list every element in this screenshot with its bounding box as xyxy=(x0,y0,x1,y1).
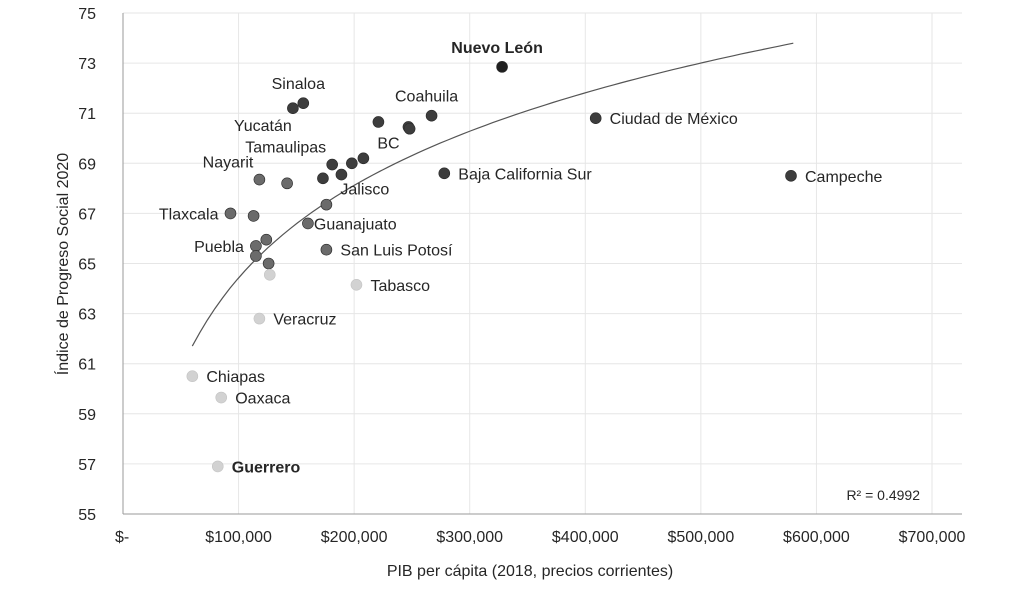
x-tick-label: $100,000 xyxy=(205,529,272,546)
data-point xyxy=(260,233,273,246)
point-label: Guerrero xyxy=(232,459,301,476)
point-label: Coahuila xyxy=(395,89,458,106)
x-tick-label: $500,000 xyxy=(667,529,734,546)
data-point xyxy=(253,173,266,186)
y-tick-label: 75 xyxy=(78,6,96,23)
point-label: Tabasco xyxy=(370,278,430,295)
data-point xyxy=(250,250,262,262)
point-label: San Luis Potosí xyxy=(340,243,453,260)
data-point xyxy=(281,177,293,190)
gridlines xyxy=(123,12,962,514)
data-point xyxy=(346,157,358,170)
data-point xyxy=(438,167,451,180)
axes xyxy=(122,13,962,515)
point-label: Campeche xyxy=(805,169,882,186)
data-point xyxy=(297,97,310,109)
y-tick-label: 73 xyxy=(78,56,96,73)
data-point xyxy=(224,207,237,220)
data-point xyxy=(186,370,199,383)
point-label: BC xyxy=(377,135,399,152)
data-point xyxy=(335,168,348,181)
data-points xyxy=(186,61,797,473)
point-label: Nayarit xyxy=(203,155,254,172)
y-tick-label: 63 xyxy=(78,307,96,324)
data-point xyxy=(326,158,338,171)
data-point xyxy=(403,122,416,135)
point-label: Veracruz xyxy=(273,312,336,329)
data-point xyxy=(357,152,370,165)
x-tick-label: $400,000 xyxy=(552,529,619,546)
data-point xyxy=(262,257,275,270)
y-tick-label: 57 xyxy=(78,457,96,474)
point-label: Puebla xyxy=(194,239,244,256)
point-labels: Nuevo León Sinaloa Yucatán Coahuila Ciudad d… xyxy=(159,40,883,477)
data-point xyxy=(211,460,224,473)
y-tick-label: 61 xyxy=(78,357,96,374)
data-point xyxy=(350,278,363,291)
x-tick-label: $300,000 xyxy=(436,529,503,546)
data-point xyxy=(496,61,508,73)
y-tick-label: 71 xyxy=(78,106,96,123)
data-point xyxy=(287,102,299,114)
point-label: Sinaloa xyxy=(272,76,325,93)
data-point xyxy=(320,198,333,211)
point-label: Tlaxcala xyxy=(159,206,219,223)
x-tick-label: $200,000 xyxy=(321,529,388,546)
point-label: Baja California Sur xyxy=(458,166,592,183)
y-tick-label: 55 xyxy=(78,507,96,524)
data-point xyxy=(589,112,602,125)
data-point xyxy=(253,312,266,325)
point-label: Jalisco xyxy=(340,182,389,199)
trendline xyxy=(191,42,794,347)
point-label: Yucatán xyxy=(234,118,292,135)
data-point xyxy=(372,116,385,128)
data-point xyxy=(215,391,228,404)
data-point xyxy=(302,217,314,230)
data-point xyxy=(250,240,262,252)
data-point xyxy=(425,109,438,122)
data-point xyxy=(263,268,276,281)
point-label: Chiapas xyxy=(206,369,265,386)
x-tick-label: $- xyxy=(115,529,129,546)
point-label: Nuevo León xyxy=(451,40,543,57)
y-tick-label: 59 xyxy=(78,407,96,424)
tick-labels: 55 57 59 61 63 65 67 69 71 73 75 $- $100,000 $200,000… xyxy=(78,6,965,546)
point-label: Tamaulipas xyxy=(245,140,326,157)
data-point xyxy=(785,170,797,182)
point-label: Ciudad de México xyxy=(610,111,738,128)
x-tick-label: $700,000 xyxy=(899,529,966,546)
data-point xyxy=(320,243,333,256)
r2-label: R² = 0.4992 xyxy=(846,487,920,503)
y-tick-label: 67 xyxy=(78,206,96,223)
y-tick-label: 65 xyxy=(78,257,96,274)
x-tick-label: $600,000 xyxy=(783,529,850,546)
data-point xyxy=(247,210,260,222)
x-axis-title: PIB per cápita (2018, precios corrientes… xyxy=(387,563,673,580)
point-label: Oaxaca xyxy=(235,391,290,408)
y-axis-title: Índice de Progreso Social 2020 xyxy=(53,153,72,375)
y-tick-label: 69 xyxy=(78,156,96,173)
data-point xyxy=(317,172,329,185)
point-label: Guanajuato xyxy=(314,216,397,233)
